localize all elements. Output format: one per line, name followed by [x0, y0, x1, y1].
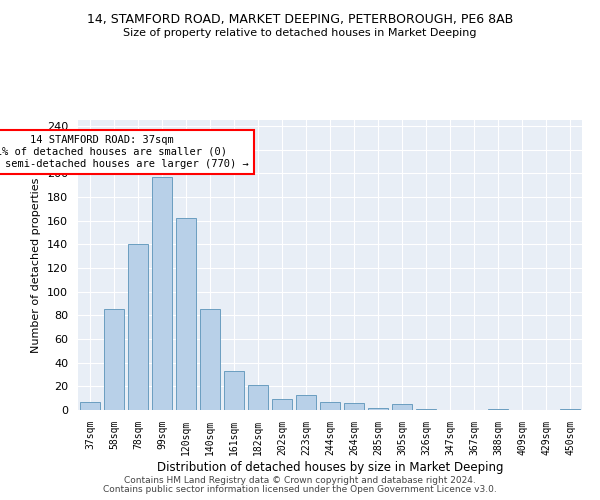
Bar [176, 218, 196, 410]
Text: Size of property relative to detached houses in Market Deeping: Size of property relative to detached ho… [123, 28, 477, 38]
X-axis label: Distribution of detached houses by size in Market Deeping: Distribution of detached houses by size … [157, 460, 503, 473]
Bar [320, 402, 340, 410]
Text: Contains HM Land Registry data © Crown copyright and database right 2024.: Contains HM Land Registry data © Crown c… [124, 476, 476, 485]
Text: 14, STAMFORD ROAD, MARKET DEEPING, PETERBOROUGH, PE6 8AB: 14, STAMFORD ROAD, MARKET DEEPING, PETER… [87, 12, 513, 26]
Text: 14 STAMFORD ROAD: 37sqm
← <1% of detached houses are smaller (0)
>99% of semi-de: 14 STAMFORD ROAD: 37sqm ← <1% of detache… [0, 136, 249, 168]
Bar [344, 403, 364, 410]
Bar [488, 409, 508, 410]
Y-axis label: Number of detached properties: Number of detached properties [31, 178, 41, 352]
Bar [128, 244, 148, 410]
Bar [272, 400, 292, 410]
Bar [416, 409, 436, 410]
Bar [392, 404, 412, 410]
Bar [200, 310, 220, 410]
Bar [296, 394, 316, 410]
Text: Contains public sector information licensed under the Open Government Licence v3: Contains public sector information licen… [103, 485, 497, 494]
Bar [368, 408, 388, 410]
Bar [152, 177, 172, 410]
Bar [224, 371, 244, 410]
Bar [80, 402, 100, 410]
Bar [104, 310, 124, 410]
Bar [560, 409, 580, 410]
Bar [248, 385, 268, 410]
